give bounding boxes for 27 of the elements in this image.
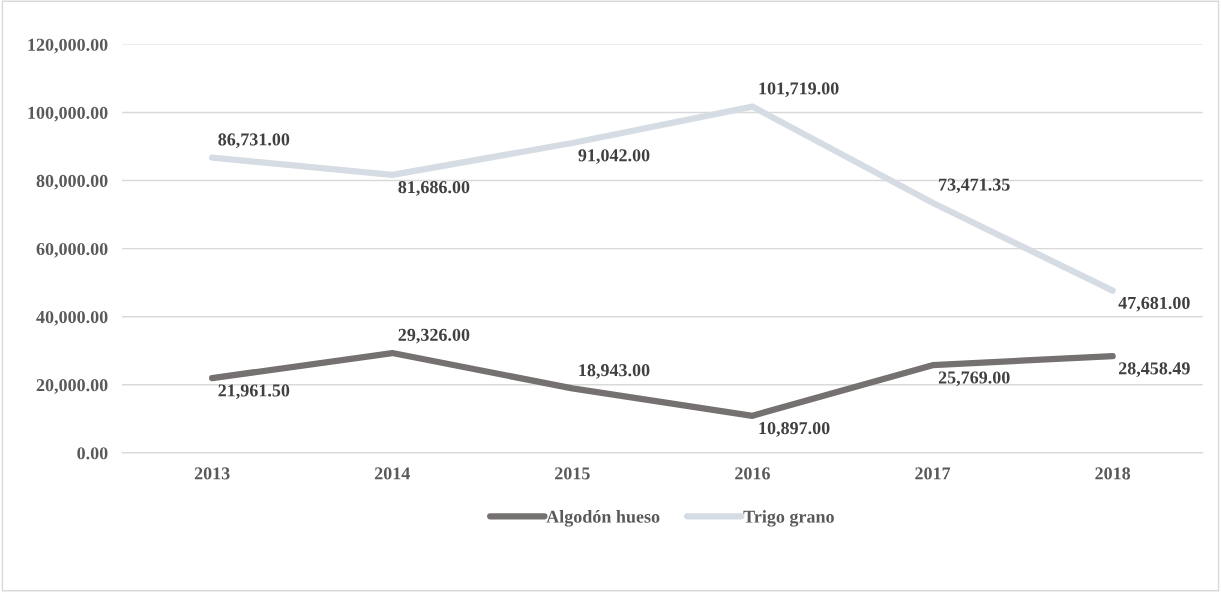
legend-label: Algodón hueso (546, 510, 660, 527)
data-label: 18,943.00 (579, 364, 650, 379)
data-label: 101,719.00 (759, 82, 839, 98)
data-label: 81,686.00 (398, 181, 470, 196)
x-tick-label: 2016 (735, 467, 770, 480)
data-label: 29,326.00 (398, 328, 470, 344)
legend-label: Trigo grano (743, 510, 834, 527)
data-label: 73,471.35 (939, 178, 1010, 194)
data-label: 91,042.00 (578, 149, 650, 164)
y-tick-label: 40,000.00 (36, 310, 108, 326)
x-tick-label: 2014 (374, 467, 410, 480)
y-tick-label: 100,000.00 (28, 106, 108, 122)
data-label: 28,458.49 (1118, 362, 1190, 378)
x-tick-label: 2013 (194, 467, 230, 480)
data-label: 86,731.00 (218, 133, 290, 149)
x-tick-label: 2017 (915, 467, 951, 480)
data-label: 47,681.00 (1118, 296, 1190, 312)
y-tick-label: 80,000.00 (36, 174, 108, 190)
y-tick-label: 0.00 (77, 447, 108, 460)
y-tick-label: 120,000.00 (28, 38, 108, 54)
data-label: 21,961.50 (218, 384, 290, 400)
y-tick-label: 20,000.00 (36, 379, 108, 394)
y-tick-label: 60,000.00 (36, 242, 108, 258)
data-label: 25,769.00 (938, 371, 1010, 387)
x-tick-label: 2018 (1095, 467, 1131, 480)
x-tick-label: 2015 (555, 467, 590, 480)
data-label: 10,897.00 (759, 422, 830, 437)
